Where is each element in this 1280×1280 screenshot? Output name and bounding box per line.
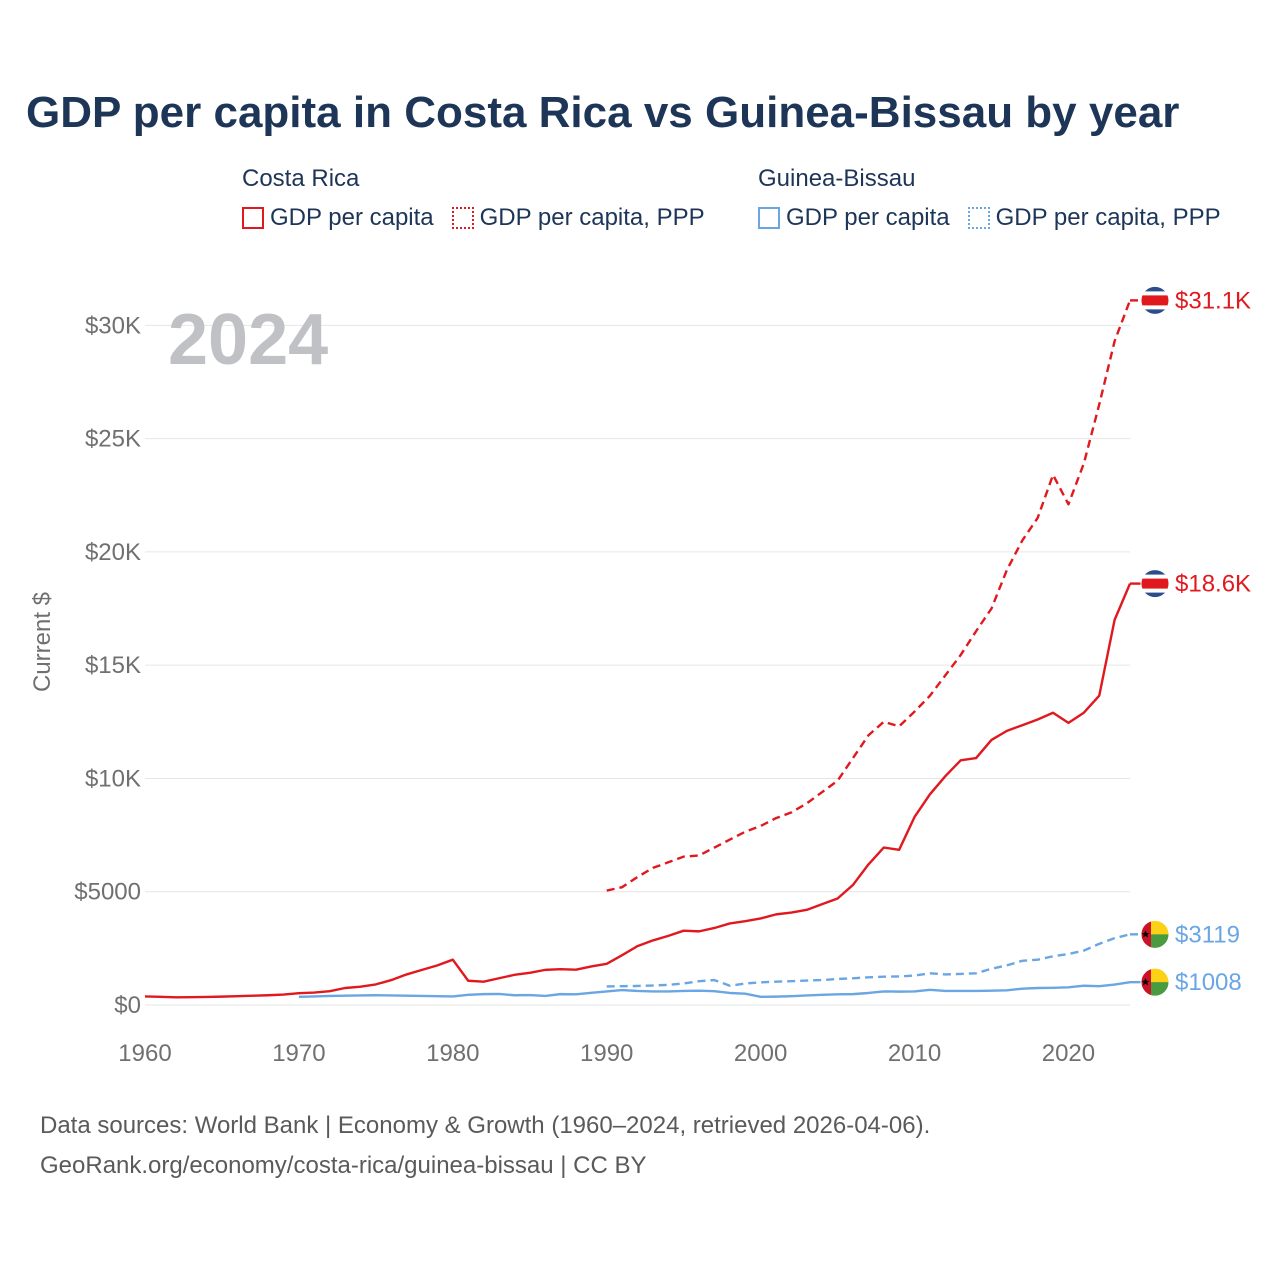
chart-plot: 2024 Current $ $0 $5000 $10K $15K $20K $25K $3… [29,285,1251,1067]
series-line-2 [298,980,1131,999]
source-line-1: Data sources: World Bank | Economy & Gro… [40,1112,931,1139]
legend-swatch-solid-icon [242,207,264,229]
legend-label: GDP per capita [270,204,434,231]
y-axis-ticks: $0 $5000 $10K $15K $20K $25K $30K [74,312,141,1019]
y-tick-label: $10K [85,765,141,792]
legend-item-costa-rica-gdp[interactable]: GDP per capita [242,204,434,232]
x-tick-label: 2020 [1042,1040,1095,1067]
legend-country-guinea-bissau: Guinea-Bissau [758,165,916,192]
x-tick-label: 1980 [426,1040,479,1067]
series-end-label: $18.6K [1175,571,1251,598]
costa-rica-flag-icon [1140,285,1170,315]
legend-label: GDP per capita [786,204,950,231]
legend-label: GDP per capita, PPP [995,204,1221,231]
series-line-1 [606,299,1132,892]
legend-swatch-solid-icon [758,207,780,229]
legend-label: GDP per capita, PPP [479,204,705,231]
series-end-label: $1008 [1175,969,1242,996]
legend-item-guinea-bissau-gdp-ppp[interactable]: GDP per capita, PPP [967,204,1221,232]
costa-rica-flag-icon [1140,569,1170,599]
series-lines [144,299,1141,999]
y-tick-label: $0 [114,992,141,1019]
legend-group-costa-rica: Costa Rica GDP per capita GDP per capita… [242,162,705,232]
end-markers: $18.6K $31.1K $1008 $3119 [1140,285,1251,997]
grid [145,324,1130,1006]
legend-item-costa-rica-gdp-ppp[interactable]: GDP per capita, PPP [451,204,705,232]
source-note: Data sources: World Bank | Economy & Gro… [40,1106,930,1186]
guinea-bissau-flag-icon [1140,919,1170,949]
x-tick-label: 1990 [580,1040,633,1067]
x-tick-label: 2010 [888,1040,941,1067]
legend-swatch-dotted-icon [967,207,990,229]
series-end-label: $31.1K [1175,287,1251,314]
chart-title: GDP per capita in Costa Rica vs Guinea-B… [26,88,1180,137]
y-tick-label: $15K [85,652,141,679]
y-tick-label: $30K [85,312,141,339]
legend-item-guinea-bissau-gdp[interactable]: GDP per capita [758,204,950,232]
legend-group-guinea-bissau: Guinea-Bissau GDP per capita GDP per cap… [758,162,1221,232]
source-line-2[interactable]: GeoRank.org/economy/costa-rica/guinea-bi… [40,1152,647,1179]
series-line-0 [144,583,1132,999]
series-end-label: $3119 [1175,921,1240,948]
guinea-bissau-flag-icon [1140,967,1170,997]
y-tick-label: $20K [85,539,141,566]
y-tick-label: $5000 [74,879,141,906]
legend-swatch-dotted-icon [451,207,474,229]
y-tick-label: $25K [85,426,141,453]
x-tick-label: 2000 [734,1040,787,1067]
year-label: 2024 [168,300,328,380]
x-tick-label: 1970 [272,1040,325,1067]
legend-country-costa-rica: Costa Rica [242,165,360,192]
x-axis-ticks: 1960 1970 1980 1990 2000 2010 2020 [118,1040,1095,1067]
series-line-3 [606,933,1131,988]
x-tick-label: 1960 [118,1040,171,1067]
y-axis-label: Current $ [29,592,56,692]
